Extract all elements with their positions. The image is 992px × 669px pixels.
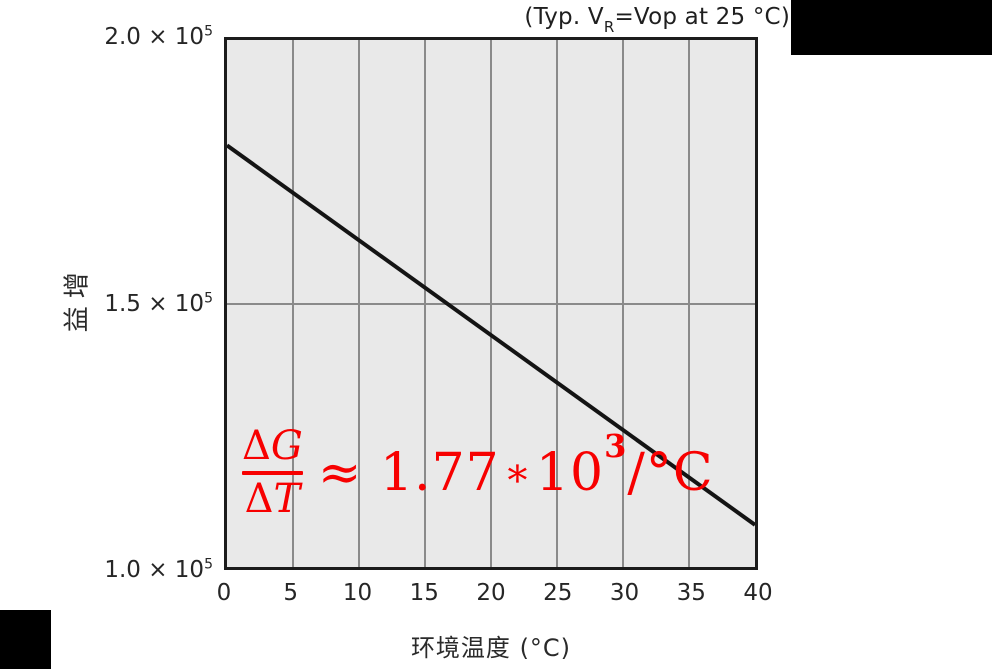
x-tick-label: 5: [283, 580, 299, 606]
delta-symbol: Δ: [244, 476, 274, 523]
fraction-denominator: ΔT: [245, 478, 301, 521]
approx-symbol: ≈: [317, 443, 380, 504]
x-tick-label: 30: [609, 580, 640, 606]
x-axis-tick-labels: 0 5 10 15 20 25 30 35 40: [217, 580, 773, 608]
y-axis-title: 增益: [60, 271, 96, 333]
x-tick-label: 0: [216, 580, 232, 606]
grid-layer: [227, 40, 755, 567]
delta-symbol: Δ: [242, 423, 271, 469]
x-axis-title: 环境温度 (°C): [410, 634, 572, 662]
condition-note-prefix: (Typ. V: [524, 4, 604, 30]
y-axis-title-char: 增: [62, 272, 93, 299]
gridline-horizontal: [227, 302, 755, 305]
x-tick-label: 35: [676, 580, 706, 606]
y-axis-title-char: 益: [62, 305, 93, 332]
slope-value: ≈ 1.77 ∗103/°C: [318, 430, 714, 499]
condition-note: (Typ. VR=Vop at 25 °C): [524, 4, 790, 34]
gain-variable: G: [270, 423, 303, 469]
multiply-operator: ∗: [503, 450, 532, 497]
redaction-box-top-right: [791, 0, 992, 55]
x-tick-label: 40: [743, 580, 773, 606]
power-exponent: 3: [604, 427, 628, 466]
x-tick-label: 15: [409, 580, 439, 606]
gain-line: [227, 143, 755, 527]
condition-note-suffix: =Vop at 25 °C): [614, 4, 790, 30]
slope-formula: ΔG ΔT ≈ 1.77 ∗103/°C: [242, 423, 714, 521]
x-tick-label: 20: [476, 580, 506, 606]
delta-fraction: ΔG ΔT: [242, 423, 303, 521]
slope-coefficient: 1.77: [379, 443, 500, 504]
y-tick-label: 1.0 × 105: [104, 556, 213, 583]
y-tick-label: 1.5 × 105: [104, 289, 213, 317]
fraction-numerator: ΔG: [242, 423, 303, 469]
power-base: 10: [535, 443, 605, 504]
plot-area: ΔG ΔT ≈ 1.77 ∗103/°C: [224, 37, 758, 570]
x-tick-label: 25: [543, 580, 573, 606]
vr-subscript: R: [603, 17, 615, 36]
fraction-bar: [242, 471, 303, 476]
temperature-variable: T: [273, 476, 301, 523]
x-tick-label: 10: [342, 580, 373, 606]
gain-line-layer: [227, 143, 755, 527]
redaction-box-bottom-left: [0, 610, 51, 669]
slope-unit: /°C: [627, 443, 714, 504]
y-tick-label: 2.0 × 105: [104, 23, 213, 50]
